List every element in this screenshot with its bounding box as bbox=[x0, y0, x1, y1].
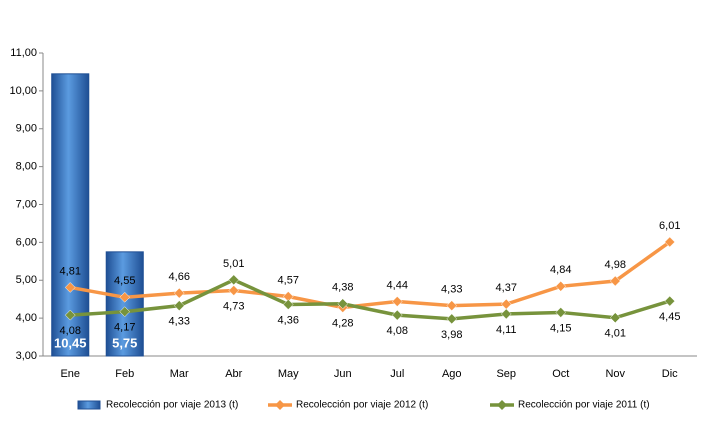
bar bbox=[105, 251, 144, 357]
marker bbox=[664, 236, 676, 248]
data-label: 4,08 bbox=[387, 325, 408, 337]
x-tick-label: Feb bbox=[115, 368, 134, 380]
marker bbox=[173, 287, 185, 299]
marker bbox=[228, 274, 240, 286]
data-label: 5,01 bbox=[223, 258, 244, 270]
marker bbox=[446, 300, 458, 311]
x-tick-label: Mar bbox=[170, 368, 189, 380]
legend-label: Recolección por viaje 2012 (t) bbox=[296, 400, 428, 411]
marker bbox=[337, 298, 349, 310]
bar bbox=[51, 73, 90, 357]
data-label: 4,44 bbox=[387, 279, 408, 291]
x-tick-label: Nov bbox=[605, 368, 625, 380]
x-tick-label: May bbox=[278, 368, 299, 380]
marker bbox=[64, 309, 76, 321]
marker bbox=[609, 275, 621, 287]
marker bbox=[119, 306, 131, 318]
data-label: 4,73 bbox=[223, 300, 244, 312]
marker bbox=[119, 291, 131, 303]
x-tick-label: Oct bbox=[552, 368, 569, 380]
line bbox=[69, 240, 671, 310]
bar-label: 10,45 bbox=[54, 335, 87, 350]
data-label: 4,81 bbox=[60, 265, 81, 277]
marker bbox=[500, 298, 512, 310]
data-label: 4,33 bbox=[169, 316, 190, 328]
x-tick-label: Dic bbox=[662, 368, 678, 380]
data-label: 4,57 bbox=[278, 274, 299, 286]
data-label: 4,36 bbox=[278, 314, 299, 326]
marker bbox=[282, 299, 294, 310]
marker bbox=[500, 308, 512, 320]
y-tick-label: 8,00 bbox=[16, 161, 37, 173]
marker bbox=[173, 300, 185, 311]
x-tick-label: Sep bbox=[496, 368, 516, 380]
x-tick-label: Jun bbox=[334, 368, 352, 380]
data-label: 4,98 bbox=[605, 259, 626, 271]
marker bbox=[228, 285, 240, 296]
marker bbox=[391, 309, 403, 321]
data-label: 6,01 bbox=[659, 220, 680, 232]
y-tick-label: 7,00 bbox=[16, 198, 37, 210]
marker bbox=[446, 313, 458, 325]
marker bbox=[609, 312, 621, 324]
legend-marker bbox=[497, 400, 507, 410]
marker bbox=[555, 307, 567, 318]
bar-label: 5,75 bbox=[112, 335, 137, 350]
data-label: 4,08 bbox=[60, 325, 81, 337]
marker bbox=[391, 296, 403, 307]
data-label: 4,66 bbox=[169, 271, 190, 283]
y-tick-label: 4,00 bbox=[16, 312, 37, 324]
data-label: 4,28 bbox=[332, 317, 353, 329]
marker bbox=[555, 280, 567, 292]
y-tick-label: 5,00 bbox=[16, 274, 37, 286]
legend-label: Recolección por viaje 2013 (t) bbox=[106, 400, 238, 411]
legend-swatch bbox=[77, 400, 101, 410]
data-label: 4,55 bbox=[114, 275, 135, 287]
legend-label: Recolección por viaje 2011 (t) bbox=[518, 400, 650, 411]
data-label: 4,01 bbox=[605, 328, 626, 340]
data-label: 3,98 bbox=[441, 329, 462, 341]
legend-marker bbox=[275, 400, 285, 410]
x-tick-label: Abr bbox=[225, 368, 242, 380]
data-label: 4,37 bbox=[496, 282, 517, 294]
x-tick-label: Ago bbox=[442, 368, 462, 380]
data-label: 4,15 bbox=[550, 322, 571, 334]
marker bbox=[64, 282, 76, 293]
marker bbox=[664, 295, 676, 307]
y-tick-label: 6,00 bbox=[16, 236, 37, 248]
data-label: 4,38 bbox=[332, 282, 353, 294]
data-label: 4,45 bbox=[659, 311, 680, 323]
y-tick-label: 3,00 bbox=[16, 350, 37, 362]
x-tick-label: Ene bbox=[60, 368, 80, 380]
data-label: 4,11 bbox=[496, 324, 517, 336]
y-tick-label: 9,00 bbox=[16, 123, 37, 135]
y-tick-label: 11,00 bbox=[10, 47, 37, 59]
x-tick-label: Jul bbox=[390, 368, 404, 380]
data-label: 4,84 bbox=[550, 264, 571, 276]
data-label: 4,33 bbox=[441, 284, 462, 296]
line bbox=[70, 277, 671, 321]
y-tick-label: 10,00 bbox=[9, 85, 37, 97]
data-label: 4,17 bbox=[114, 322, 135, 334]
